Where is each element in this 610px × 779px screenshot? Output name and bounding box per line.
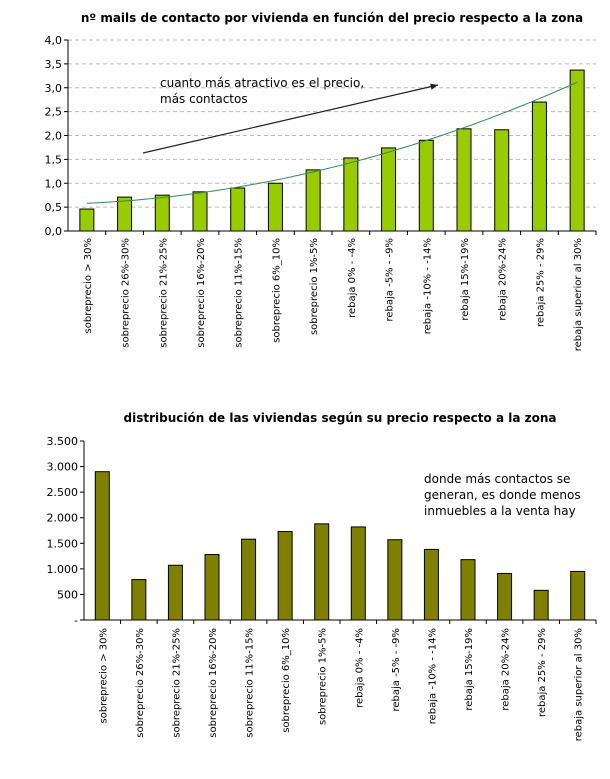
y-tick-label: -: [74, 614, 78, 627]
bar: [117, 196, 133, 232]
x-tick-label: sobreprecio 21%-25%: [171, 628, 182, 738]
bar: [423, 548, 439, 621]
bar: [154, 194, 170, 232]
bar: [94, 471, 110, 621]
x-tick-label: rebaja 0% - -4%: [354, 628, 365, 708]
y-tick-label: 3.000: [47, 461, 79, 474]
bar: [456, 128, 472, 232]
x-tick-label: rebaja 20%-24%: [501, 628, 512, 711]
y-tick-label: 2,0: [45, 130, 63, 143]
x-tick-label: sobreprecio 6%_10%: [271, 238, 282, 343]
bar: [497, 572, 513, 621]
bar: [241, 538, 257, 621]
y-tick-label: 0,5: [45, 201, 63, 214]
bar: [277, 531, 293, 621]
annotation-text: cuanto más atractivo es el precio,: [160, 76, 364, 90]
x-tick-label: rebaja 15%-19%: [460, 238, 471, 321]
bar: [350, 526, 366, 621]
bar: [79, 208, 95, 232]
x-tick-label: sobreprecio 1%-5%: [309, 238, 320, 335]
x-tick-label: rebaja -10% - -14%: [422, 238, 433, 334]
bar: [418, 139, 434, 232]
y-tick-label: 500: [57, 588, 78, 601]
bar: [314, 523, 330, 621]
y-tick-label: 0,0: [45, 225, 63, 238]
arrow-head-icon: [430, 83, 438, 90]
chart-title: distribución de las viviendas según su p…: [124, 411, 557, 425]
y-tick-label: 2,5: [45, 106, 63, 119]
x-tick-label: rebaja superior al 30%: [574, 628, 585, 741]
bar: [494, 129, 510, 232]
annotation-text: generan, es donde menos: [424, 488, 581, 502]
x-tick-label: sobreprecio 16%-20%: [196, 238, 207, 348]
bar: [167, 564, 183, 621]
x-tick-label: rebaja 15%-19%: [464, 628, 475, 711]
bar: [569, 69, 585, 232]
y-tick-label: 1.000: [47, 563, 79, 576]
y-tick-label: 3,0: [45, 82, 63, 95]
bar: [460, 559, 476, 621]
y-tick-label: 1,0: [45, 177, 63, 190]
annotation-text: donde más contactos se: [424, 472, 570, 486]
x-tick-label: sobreprecio 16%-20%: [208, 628, 219, 738]
x-tick-label: rebaja superior al 30%: [573, 238, 584, 351]
x-tick-label: rebaja 25% - 29%: [535, 238, 546, 327]
x-tick-label: sobreprecio > 30%: [83, 238, 94, 333]
x-tick-label: sobreprecio 26%-30%: [121, 238, 132, 348]
bar: [305, 169, 321, 232]
x-tick-label: sobreprecio 26%-30%: [135, 628, 146, 738]
annotation-text: más contactos: [160, 92, 248, 106]
bar: [267, 182, 283, 232]
y-tick-label: 3.500: [47, 435, 79, 448]
y-tick-label: 4,0: [45, 34, 63, 47]
y-tick-label: 1.500: [47, 537, 79, 550]
bar: [230, 187, 246, 232]
bar: [131, 579, 147, 621]
y-tick-label: 2.000: [47, 512, 79, 525]
arrow-line: [142, 84, 439, 154]
x-tick-label: sobreprecio > 30%: [98, 628, 109, 723]
bar: [204, 554, 220, 621]
x-tick-label: sobreprecio 11%-15%: [234, 238, 245, 348]
bar: [533, 589, 549, 621]
x-tick-label: rebaja 20%-24%: [498, 238, 509, 321]
x-tick-label: rebaja 0% - -4%: [347, 238, 358, 318]
x-tick-label: rebaja -5% - -9%: [385, 238, 396, 322]
x-tick-label: sobreprecio 1%-5%: [318, 628, 329, 725]
y-tick-label: 3,5: [45, 58, 63, 71]
bar: [531, 101, 547, 232]
bar: [570, 570, 586, 621]
y-tick-label: 2.500: [47, 486, 79, 499]
x-tick-label: rebaja -10% - -14%: [427, 628, 438, 724]
x-tick-label: sobreprecio 11%-15%: [245, 628, 256, 738]
x-tick-label: rebaja -5% - -9%: [391, 628, 402, 712]
chart-title: nº mails de contacto por vivienda en fun…: [81, 11, 583, 25]
x-tick-label: sobreprecio 6%_10%: [281, 628, 292, 733]
x-tick-label: rebaja 25% - 29%: [537, 628, 548, 717]
bar: [387, 539, 403, 621]
bar: [192, 191, 208, 232]
bar: [381, 147, 397, 232]
bar: [343, 157, 359, 232]
annotation-text: inmuebles a la venta hay: [424, 504, 576, 518]
trendline: [86, 81, 578, 204]
y-tick-label: 1,5: [45, 153, 63, 166]
x-tick-label: sobreprecio 21%-25%: [158, 238, 169, 348]
